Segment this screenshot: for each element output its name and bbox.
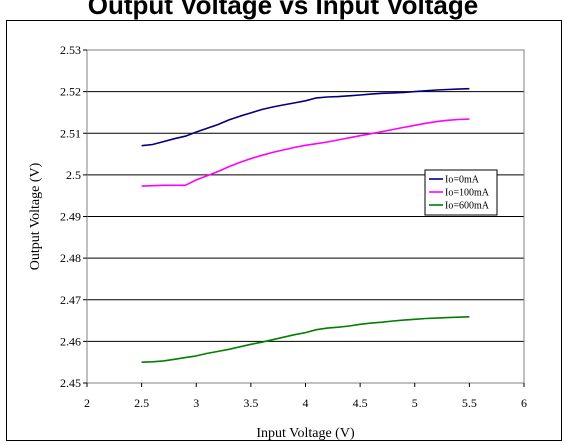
x-tick-label: 5 bbox=[412, 396, 418, 410]
x-tick-label: 3 bbox=[193, 396, 199, 410]
y-tick-label: 2.47 bbox=[60, 293, 81, 307]
grid bbox=[87, 91, 524, 342]
legend-entry: Io=0mA bbox=[445, 175, 480, 186]
legend: Io=0mA Io=100mA Io=600mA bbox=[424, 169, 498, 216]
x-tick-label: 5.5 bbox=[462, 396, 477, 410]
series-line bbox=[141, 87, 470, 147]
series-lines bbox=[141, 87, 470, 363]
chart-title: Output Voltage vs Input Voltage bbox=[87, 0, 479, 20]
x-tick-label: 2.5 bbox=[134, 396, 149, 410]
y-tick-label: 2.45 bbox=[60, 376, 81, 390]
x-axis-label: Input Voltage (V) bbox=[256, 426, 355, 441]
y-tick-label: 2.46 bbox=[60, 334, 81, 348]
x-tick-label: 4.5 bbox=[353, 396, 368, 410]
chart-frame bbox=[6, 20, 562, 441]
legend-entry: Io=100mA bbox=[445, 188, 490, 199]
x-tick-label: 3.5 bbox=[243, 396, 258, 410]
x-tick-label: 6 bbox=[521, 396, 527, 410]
x-axis-ticks: 2 2.5 3 3.5 4 4.5 5 5.5 6 bbox=[84, 383, 527, 410]
y-tick-label: 2.52 bbox=[60, 85, 81, 99]
x-tick-label: 2 bbox=[84, 396, 90, 410]
y-tick-label: 2.48 bbox=[60, 251, 81, 265]
y-tick-label: 2.51 bbox=[60, 126, 81, 140]
y-tick-label: 2.53 bbox=[60, 43, 81, 57]
x-tick-label: 4 bbox=[303, 396, 309, 410]
y-axis-ticks: 2.45 2.46 2.47 2.48 2.49 2.5 2.51 2.52 2.53 bbox=[60, 43, 87, 390]
y-tick-label: 2.5 bbox=[66, 168, 81, 182]
y-axis-label: Output Voltage (V) bbox=[28, 162, 43, 270]
series-line bbox=[141, 316, 470, 363]
legend-entry: Io=600mA bbox=[445, 201, 490, 212]
series-line bbox=[141, 118, 470, 187]
y-tick-label: 2.49 bbox=[60, 210, 81, 224]
